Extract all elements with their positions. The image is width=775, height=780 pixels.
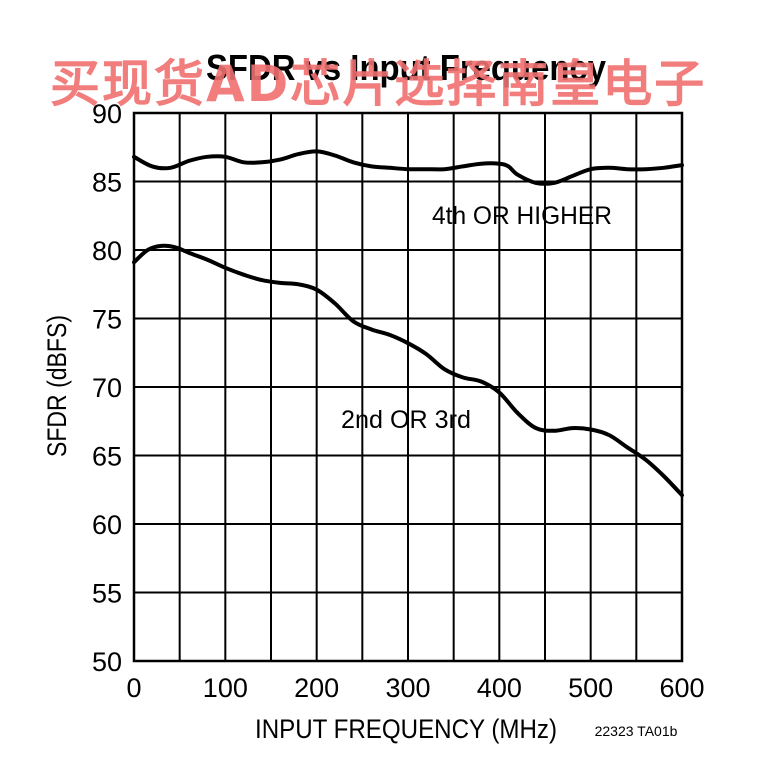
x-axis-label: INPUT FREQUENCY (MHz): [255, 714, 557, 744]
x-tick-label: 0: [126, 673, 141, 703]
series-line-2nd-or-3rd: [132, 243, 684, 498]
x-tick-label: 500: [568, 673, 613, 703]
series-label-2nd-or-3rd: 2nd OR 3rd: [341, 406, 471, 434]
x-tick-label: 100: [203, 673, 248, 703]
y-tick-label: 60: [92, 510, 122, 540]
x-tick-label: 200: [294, 673, 339, 703]
x-tick-label: 600: [659, 673, 704, 703]
y-tick-labels: 50 55 60 65 70 75 80 85 90: [92, 99, 122, 677]
series-lines: [132, 149, 684, 498]
y-tick-label: 85: [92, 168, 122, 198]
y-tick-label: 65: [92, 442, 122, 472]
grid: [134, 113, 682, 661]
series-line-4th-or-higher: [132, 149, 684, 186]
y-tick-label: 90: [92, 99, 122, 129]
figure-code: 22323 TA01b: [595, 723, 678, 739]
y-tick-label: 70: [92, 373, 122, 403]
y-tick-label: 55: [92, 579, 122, 609]
y-tick-label: 80: [92, 236, 122, 266]
x-tick-labels: 0 100 200 300 400 500 600: [126, 673, 704, 703]
y-tick-label: 75: [92, 305, 122, 335]
x-tick-label: 300: [385, 673, 430, 703]
plot-frame: [132, 111, 684, 663]
series-label-4th-or-higher: 4th OR HIGHER: [432, 202, 612, 230]
y-tick-label: 50: [92, 647, 122, 677]
chart-title: SFDR vs Input Frequency: [206, 47, 606, 88]
x-tick-label: 400: [477, 673, 522, 703]
y-axis-label: SFDR (dBFS): [42, 315, 72, 457]
